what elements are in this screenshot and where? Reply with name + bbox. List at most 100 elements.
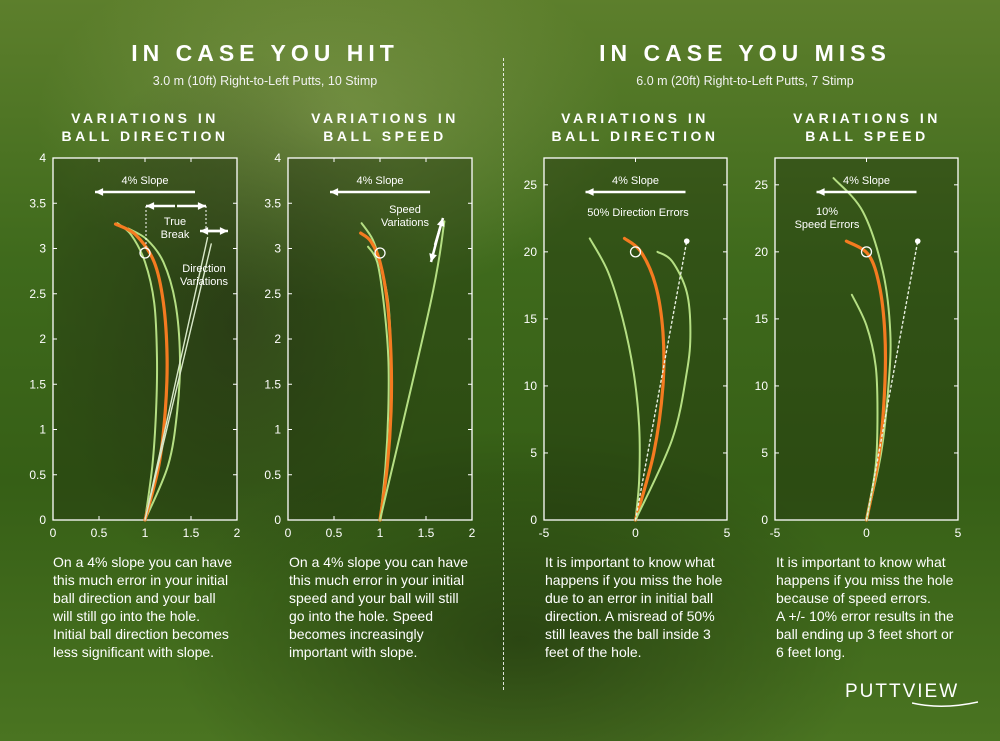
- panel-1-title-line2: BALL DIRECTION: [61, 128, 229, 144]
- miss-title: IN CASE YOU MISS: [599, 40, 891, 66]
- y-tick-label: 4: [274, 151, 281, 165]
- y-tick-label: 2: [274, 332, 281, 346]
- y-tick-label: 10: [755, 379, 769, 393]
- panel-4-title-line1: VARIATIONS IN: [793, 110, 941, 126]
- direction-variation-arrow-left-head: [200, 227, 209, 235]
- y-tick-label: 20: [524, 245, 538, 259]
- y-tick-label: 0: [39, 513, 46, 527]
- desc-line: It is important to know what: [545, 554, 715, 570]
- x-tick-label: -5: [539, 526, 550, 540]
- x-tick-label: -5: [770, 526, 781, 540]
- speed-errors-label-line1: 10%: [816, 206, 838, 218]
- speed-arrow-down-head: [429, 253, 437, 262]
- series-line-variation: [127, 227, 182, 521]
- series-line-variation: [588, 237, 641, 521]
- y-tick-label: 25: [524, 178, 538, 192]
- desc-line: happens if you miss the hole: [545, 572, 723, 588]
- desc-line: Initial ball direction becomes: [53, 626, 229, 642]
- panel-4-title-line2: BALL SPEED: [805, 128, 929, 144]
- y-tick-label: 5: [761, 446, 768, 460]
- series-end-dot: [914, 238, 921, 244]
- slope-label: 4% Slope: [843, 175, 890, 187]
- y-tick-label: 3.5: [264, 196, 281, 210]
- y-tick-label: 0: [761, 513, 768, 527]
- panel-2-title: VARIATIONS IN BALL SPEED: [280, 109, 490, 145]
- hole-marker: [629, 246, 642, 258]
- hole-marker: [374, 247, 386, 259]
- x-tick-label: 0: [285, 526, 292, 540]
- slope-label: 4% Slope: [612, 175, 659, 187]
- series-end-dot: [683, 238, 690, 244]
- desc-line: ball direction and your ball: [53, 590, 216, 606]
- speed-errors-label-line2: Speed Errors: [795, 219, 860, 231]
- desc-line: A +/- 10% error results in the: [776, 608, 954, 624]
- desc-line: due to an error in initial ball: [545, 590, 714, 606]
- hole-marker: [860, 246, 873, 258]
- y-tick-label: 4: [39, 151, 46, 165]
- desc-line: still leaves the ball inside 3: [545, 626, 711, 642]
- x-tick-label: 2: [469, 526, 476, 540]
- panel-3-title: VARIATIONS IN BALL DIRECTION: [530, 109, 740, 145]
- true-break-arrow-right-head: [197, 202, 206, 210]
- desc-line: go into the hole. Speed: [289, 608, 434, 624]
- y-tick-label: 0.5: [29, 468, 46, 482]
- series-line-variation: [379, 220, 446, 521]
- desc-line: It is important to know what: [776, 554, 946, 570]
- x-tick-label: 0.5: [91, 526, 108, 540]
- y-tick-label: 0: [530, 513, 537, 527]
- panel-3-title-line2: BALL DIRECTION: [551, 128, 719, 144]
- panel-4-title: VARIATIONS IN BALL SPEED: [762, 109, 972, 145]
- panel-1-description: On a 4% slope you can have this much err…: [53, 553, 253, 661]
- y-tick-label: 15: [755, 312, 769, 326]
- y-tick-label: 2.5: [264, 287, 281, 301]
- plot-frame: [543, 157, 728, 521]
- y-tick-label: 3: [274, 242, 281, 256]
- y-tick-label: 25: [755, 178, 769, 192]
- panel-1-title: VARIATIONS IN BALL DIRECTION: [40, 109, 250, 145]
- desc-line: this much error in your initial: [289, 572, 465, 588]
- series-line-variation: [634, 250, 692, 521]
- x-tick-label: 0: [50, 526, 57, 540]
- panel-4-description: It is important to know what happens if …: [776, 553, 976, 661]
- slope-label: 4% Slope: [356, 175, 403, 187]
- series-line-variation: [832, 177, 892, 521]
- slope-label: 4% Slope: [121, 175, 168, 187]
- x-tick-label: 2: [234, 526, 241, 540]
- x-tick-label: 1.5: [183, 526, 200, 540]
- y-tick-label: 1.5: [29, 377, 46, 391]
- hit-subtitle: 3.0 m (10ft) Right-to-Left Putts, 10 Sti…: [152, 74, 378, 88]
- y-tick-label: 15: [524, 312, 538, 326]
- plot-frame: [287, 157, 473, 521]
- hole-marker: [139, 247, 151, 259]
- plot-frame: [774, 157, 959, 521]
- desc-line: direction. A misread of 50%: [545, 608, 715, 624]
- y-tick-label: 1: [39, 423, 46, 437]
- direction-variations-label-line2: Variations: [180, 276, 229, 288]
- panel-2-title-line1: VARIATIONS IN: [311, 110, 459, 126]
- logo-swoosh: [912, 701, 978, 708]
- puttview-logo: PUTTVIEW: [845, 681, 960, 702]
- y-tick-label: 5: [530, 446, 537, 460]
- y-tick-label: 0: [274, 513, 281, 527]
- desc-line: this much error in your initial: [53, 572, 229, 588]
- true-break-arrow-left-head: [146, 202, 155, 210]
- series-line-variation: [865, 240, 919, 521]
- series-line-main: [359, 231, 394, 522]
- series-line-variation: [144, 243, 212, 521]
- x-tick-label: 1.5: [418, 526, 435, 540]
- panel-3-title-line1: VARIATIONS IN: [561, 110, 709, 126]
- section-divider: [503, 58, 504, 690]
- slope-arrow-head: [585, 188, 594, 196]
- desc-line: ball ending up 3 feet short or: [776, 626, 954, 642]
- series-line-variation: [367, 245, 390, 521]
- desc-line: will still go into the hole.: [53, 608, 201, 624]
- series-line-variation: [634, 240, 688, 521]
- speed-variations-label-line2: Variations: [381, 217, 430, 229]
- x-tick-label: 1: [377, 526, 384, 540]
- speed-variations-label-line1: Speed: [389, 204, 421, 216]
- direction-errors-label: 50% Direction Errors: [587, 207, 689, 219]
